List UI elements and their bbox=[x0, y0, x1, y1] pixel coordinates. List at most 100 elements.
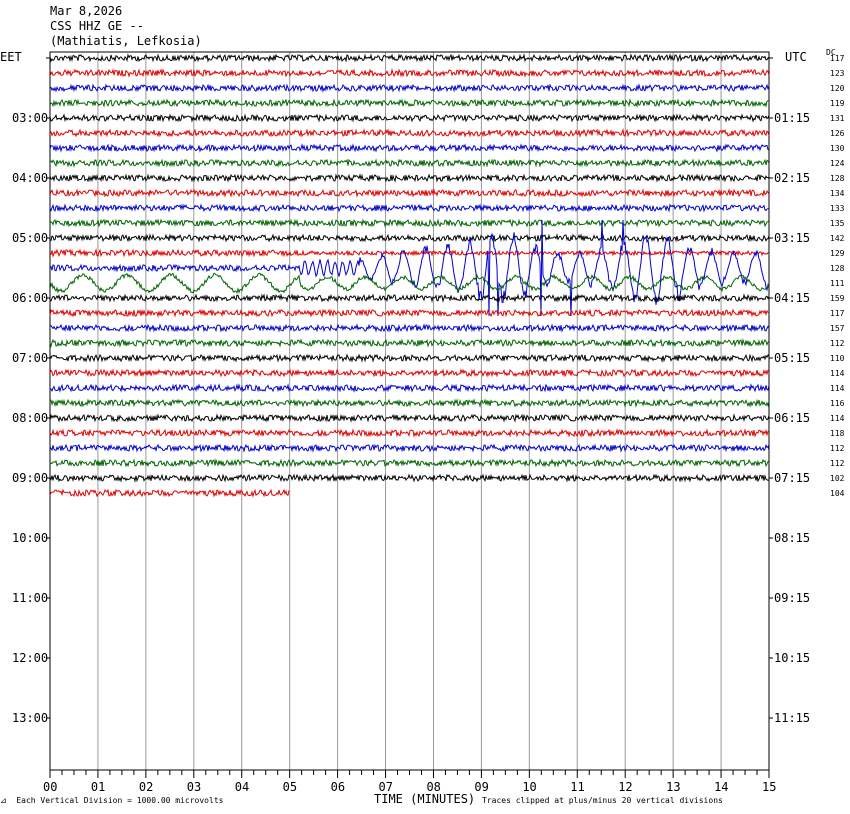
dc-offset-label: 129 bbox=[830, 249, 845, 258]
trace-10 bbox=[49, 188, 770, 198]
trace-8 bbox=[49, 158, 770, 168]
left-hour-label: 03:00 bbox=[12, 111, 49, 125]
plot-frame bbox=[49, 51, 770, 771]
dc-header-label: DC bbox=[826, 48, 836, 57]
dc-offset-label: 142 bbox=[830, 234, 845, 243]
trace-3 bbox=[49, 83, 770, 93]
x-tick-label: 00 bbox=[43, 780, 58, 794]
x-tick-label: 15 bbox=[762, 780, 777, 794]
dc-offset-label: 134 bbox=[830, 189, 845, 198]
dc-offset-label: 112 bbox=[830, 339, 845, 348]
dc-offset-label: 116 bbox=[830, 399, 845, 408]
left-timezone-label: EET bbox=[0, 50, 22, 64]
dc-offset-label: 119 bbox=[830, 99, 845, 108]
left-hour-label: 07:00 bbox=[12, 351, 49, 365]
trace-27 bbox=[49, 443, 770, 453]
left-hour-label: 09:00 bbox=[12, 471, 49, 485]
header-date: Mar 8,2026 bbox=[50, 4, 123, 18]
trace-25 bbox=[49, 413, 770, 423]
dc-offset-label: 131 bbox=[830, 114, 845, 123]
dc-offset-label: 112 bbox=[830, 444, 845, 453]
trace-5 bbox=[49, 113, 770, 123]
dc-offset-label: 111 bbox=[830, 279, 845, 288]
trace-9 bbox=[49, 173, 770, 183]
header-location: (Mathiatis, Lefkosia) bbox=[50, 34, 202, 48]
vertical-scale-note: ⊿ Each Vertical Division = 1000.00 micro… bbox=[0, 796, 224, 805]
left-hour-label: 04:00 bbox=[12, 171, 49, 185]
right-hour-label: 11:15 bbox=[774, 711, 811, 725]
dc-offset-label: 104 bbox=[830, 489, 845, 498]
dc-offset-label: 123 bbox=[830, 69, 845, 78]
dc-offset-label: 120 bbox=[830, 84, 845, 93]
right-hour-label: 05:15 bbox=[774, 351, 811, 365]
trace-11 bbox=[49, 203, 770, 213]
trace-16 bbox=[49, 272, 770, 294]
dc-offset-label: 117 bbox=[830, 54, 845, 63]
dc-offset-label: 133 bbox=[830, 204, 845, 213]
trace-29 bbox=[49, 473, 770, 483]
trace-19 bbox=[49, 323, 770, 333]
x-tick-label: 01 bbox=[90, 780, 106, 794]
right-hour-label: 06:15 bbox=[774, 411, 811, 425]
trace-1 bbox=[49, 53, 770, 63]
dc-offset-label: 135 bbox=[830, 219, 845, 228]
dc-offset-label: 128 bbox=[830, 174, 845, 183]
dc-offset-label: 110 bbox=[830, 354, 845, 363]
x-axis-title: TIME (MINUTES) bbox=[374, 792, 476, 806]
dc-offset-label: 159 bbox=[830, 294, 845, 303]
trace-30 bbox=[49, 488, 290, 498]
trace-14 bbox=[49, 248, 770, 258]
trace-4 bbox=[49, 98, 769, 108]
left-hour-label: 12:00 bbox=[12, 651, 49, 665]
right-hour-label: 01:15 bbox=[774, 111, 811, 125]
trace-12 bbox=[49, 218, 770, 228]
trace-2 bbox=[49, 68, 770, 78]
x-tick-label: 13 bbox=[666, 780, 681, 794]
right-hour-label: 10:15 bbox=[774, 651, 811, 665]
trace-23 bbox=[49, 383, 770, 393]
dc-offset-label: 114 bbox=[830, 369, 845, 378]
left-hour-label: 06:00 bbox=[12, 291, 49, 305]
trace-6 bbox=[49, 128, 770, 138]
left-hour-label: 13:00 bbox=[12, 711, 49, 725]
x-tick-label: 03 bbox=[186, 780, 202, 794]
x-tick-label: 06 bbox=[330, 780, 346, 794]
vertical-scale-text: Each Vertical Division = 1000.00 microvo… bbox=[16, 796, 224, 805]
right-hour-label: 09:15 bbox=[774, 591, 811, 605]
trace-22 bbox=[49, 368, 770, 378]
x-tick-label: 04 bbox=[234, 780, 250, 794]
left-hour-label: 05:00 bbox=[12, 231, 49, 245]
x-tick-label: 05 bbox=[282, 780, 298, 794]
x-tick-label: 11 bbox=[570, 780, 585, 794]
dc-offset-label: 117 bbox=[830, 309, 845, 318]
right-hour-label: 08:15 bbox=[774, 531, 811, 545]
header-station: CSS HHZ GE -- bbox=[50, 19, 144, 33]
trace-13 bbox=[49, 233, 770, 243]
right-hour-label: 03:15 bbox=[774, 231, 811, 245]
dc-offset-label: 114 bbox=[830, 414, 845, 423]
right-timezone-label: UTC bbox=[785, 50, 807, 64]
right-hour-label: 07:15 bbox=[774, 471, 811, 485]
dc-offset-label: 126 bbox=[830, 129, 845, 138]
x-tick-label: 14 bbox=[714, 780, 729, 794]
x-tick-label: 10 bbox=[522, 780, 537, 794]
trace-15 bbox=[49, 219, 770, 317]
trace-7 bbox=[49, 143, 770, 153]
dc-offset-label: 157 bbox=[830, 324, 845, 333]
dc-offset-label: 118 bbox=[830, 429, 845, 438]
left-hour-label: 11:00 bbox=[12, 591, 49, 605]
left-hour-label: 10:00 bbox=[12, 531, 49, 545]
x-tick-label: 08 bbox=[426, 780, 441, 794]
x-tick-label: 12 bbox=[618, 780, 633, 794]
x-tick-label: 09 bbox=[474, 780, 489, 794]
right-hour-label: 04:15 bbox=[774, 291, 811, 305]
trace-24 bbox=[49, 398, 770, 408]
dc-offset-label: 124 bbox=[830, 159, 845, 168]
x-tick-label: 07 bbox=[378, 780, 393, 794]
trace-20 bbox=[49, 338, 770, 348]
trace-26 bbox=[49, 428, 770, 438]
dc-offset-label: 102 bbox=[830, 474, 845, 483]
dc-offset-label: 130 bbox=[830, 144, 845, 153]
trace-18 bbox=[49, 308, 770, 318]
